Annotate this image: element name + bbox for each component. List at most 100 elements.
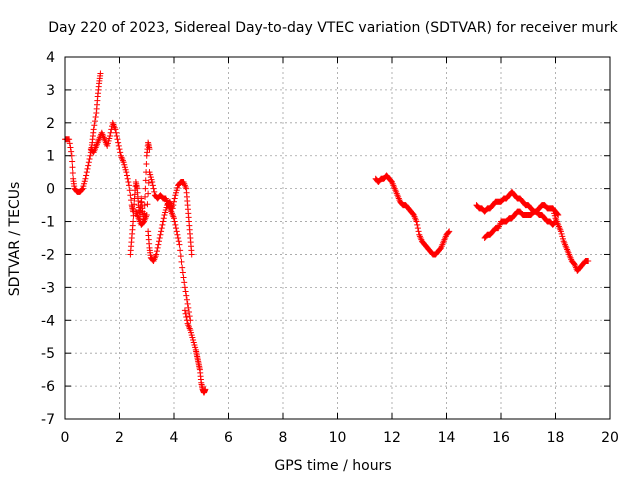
data-point [82,175,89,182]
y-tick-label: 2 [46,116,55,132]
y-tick-label: -6 [41,379,55,395]
x-tick-label: 2 [115,430,124,446]
data-point [415,228,422,235]
x-tick-label: 0 [61,430,70,446]
data-point [183,296,190,303]
data-point [160,218,167,225]
x-tick-label: 20 [601,430,619,446]
data-point [115,139,122,146]
data-point [177,247,184,254]
data-point [179,264,186,271]
data-point [145,179,152,186]
data-point [143,211,150,218]
data-point [123,169,130,176]
data-point [181,279,188,286]
data-point [188,251,195,258]
data-point [130,212,137,219]
data-point [125,179,132,186]
data-point [181,284,188,291]
data-point [68,148,75,155]
data-point [154,244,161,251]
data-point [67,144,74,151]
data-point [153,248,160,255]
data-point [155,241,162,248]
data-point [445,229,452,236]
data-point [173,228,180,235]
data-point [176,241,183,248]
y-tick-label: -5 [41,346,55,362]
data-point [172,221,179,228]
data-point [79,186,86,193]
data-point [183,292,190,299]
data-point [126,187,133,194]
data-point [186,313,193,320]
data-point [90,126,97,133]
x-tick-label: 14 [438,430,456,446]
data-point [116,146,123,153]
y-axis-label: SDTVAR / TECUs [7,182,23,297]
data-point [86,156,93,163]
data-point [97,70,104,77]
data-point [179,269,186,276]
data-point [175,235,182,241]
series-a5 [145,179,195,265]
data-point [171,198,177,205]
data-point [142,193,149,200]
data-point [112,126,119,133]
data-point [202,386,209,393]
data-point [446,228,453,235]
data-point [178,258,185,265]
data-point [66,136,73,143]
data-point [142,185,149,192]
data-point [113,129,120,136]
chart-title: Day 220 of 2023, Sidereal Day-to-day VTE… [48,20,618,36]
data-point [160,215,167,222]
data-point [115,142,122,149]
data-point [84,165,91,172]
data-point [185,304,192,311]
data-point [141,202,148,209]
data-point [149,179,156,186]
data-point [183,313,190,320]
data-point [107,129,114,136]
y-tick-label: 0 [46,182,55,198]
x-axis-label: GPS time / hours [274,458,391,474]
data-point [117,149,124,156]
data-point [83,172,90,179]
data-point [150,185,157,192]
data-point [182,288,189,295]
series-a6 [181,307,209,396]
data-point [169,205,176,212]
data-point [414,221,421,228]
data-point [143,160,150,167]
data-point [87,152,94,159]
y-tick-label: -2 [41,247,55,263]
data-point [126,182,133,189]
x-tick-label: 4 [170,430,179,446]
data-point [130,218,137,225]
data-point [127,192,134,199]
data-point [85,162,92,169]
series-c3 [549,205,592,274]
series-a1 [62,70,104,195]
x-tick-label: 8 [279,430,288,446]
data-point [113,132,120,139]
data-point [181,307,188,314]
data-point [131,201,138,208]
data-point [156,235,163,241]
data-point [182,310,189,317]
data-point [66,140,73,147]
data-point [173,225,180,232]
data-point [158,225,165,232]
y-tick-label: -1 [41,215,55,231]
data-point [171,195,178,202]
y-tick-label: 1 [46,149,55,165]
data-point [555,211,562,218]
data-point [180,274,187,281]
series-a4 [132,169,194,324]
data-point [175,238,182,245]
data-point [142,177,149,184]
data-point [85,159,92,166]
